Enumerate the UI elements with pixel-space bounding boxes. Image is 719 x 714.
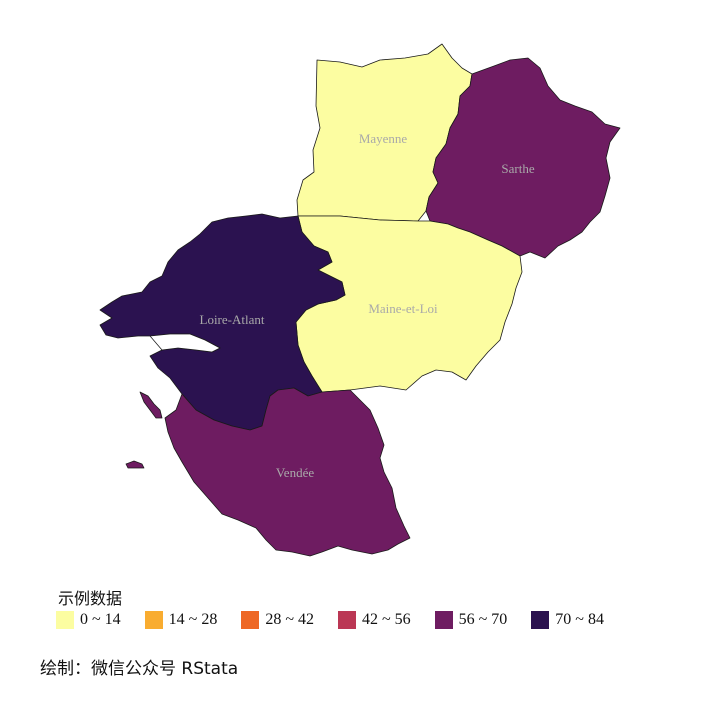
legend-label: 42 ~ 56 bbox=[361, 611, 411, 628]
legend-swatch bbox=[56, 611, 74, 629]
island-noirmoutier bbox=[139, 391, 163, 419]
region-loire-atlantique bbox=[99, 213, 346, 431]
legend-swatch bbox=[337, 611, 356, 629]
region-label-loire-atlantique: Loire-Atlant bbox=[200, 312, 265, 327]
caption: 绘制：微信公众号 RStata bbox=[40, 659, 239, 679]
legend-label: 70 ~ 84 bbox=[555, 611, 604, 628]
region-label-vendee: Vendée bbox=[276, 465, 314, 480]
legend-title: 示例数据 bbox=[58, 589, 123, 608]
legend-item: 14 ~ 28 bbox=[144, 611, 218, 629]
legend-item: 42 ~ 56 bbox=[337, 611, 411, 629]
region-label-mayenne: Mayenne bbox=[359, 131, 408, 146]
legend-swatch bbox=[144, 611, 163, 629]
legend-item: 0 ~ 14 bbox=[56, 611, 121, 629]
legend-swatch bbox=[531, 611, 550, 629]
legend-item: 28 ~ 42 bbox=[241, 611, 314, 629]
region-sarthe bbox=[425, 57, 621, 259]
legend-item: 70 ~ 84 bbox=[531, 611, 604, 629]
legend-swatch bbox=[434, 611, 453, 629]
legend-label: 56 ~ 70 bbox=[458, 611, 508, 628]
legend-label: 0 ~ 14 bbox=[80, 611, 121, 628]
island-yeu bbox=[125, 460, 145, 469]
region-vendee bbox=[164, 387, 411, 557]
region-label-sarthe: Sarthe bbox=[501, 161, 534, 176]
legend-label: 14 ~ 28 bbox=[168, 611, 218, 628]
loire-estuary bbox=[149, 333, 221, 353]
legend-item: 56 ~ 70 bbox=[434, 611, 508, 629]
legend-swatch bbox=[241, 611, 260, 629]
region-label-maine-et-loire: Maine-et-Loi bbox=[368, 301, 438, 316]
legend: 0 ~ 14 14 ~ 28 28 ~ 42 42 ~ 56 56 ~ 70 70 ~ 8… bbox=[56, 611, 628, 629]
choropleth-map: Mayenne Sarthe Maine-et-Loi Loire-Atlant Ven… bbox=[99, 43, 621, 557]
legend-label: 28 ~ 42 bbox=[265, 611, 314, 628]
